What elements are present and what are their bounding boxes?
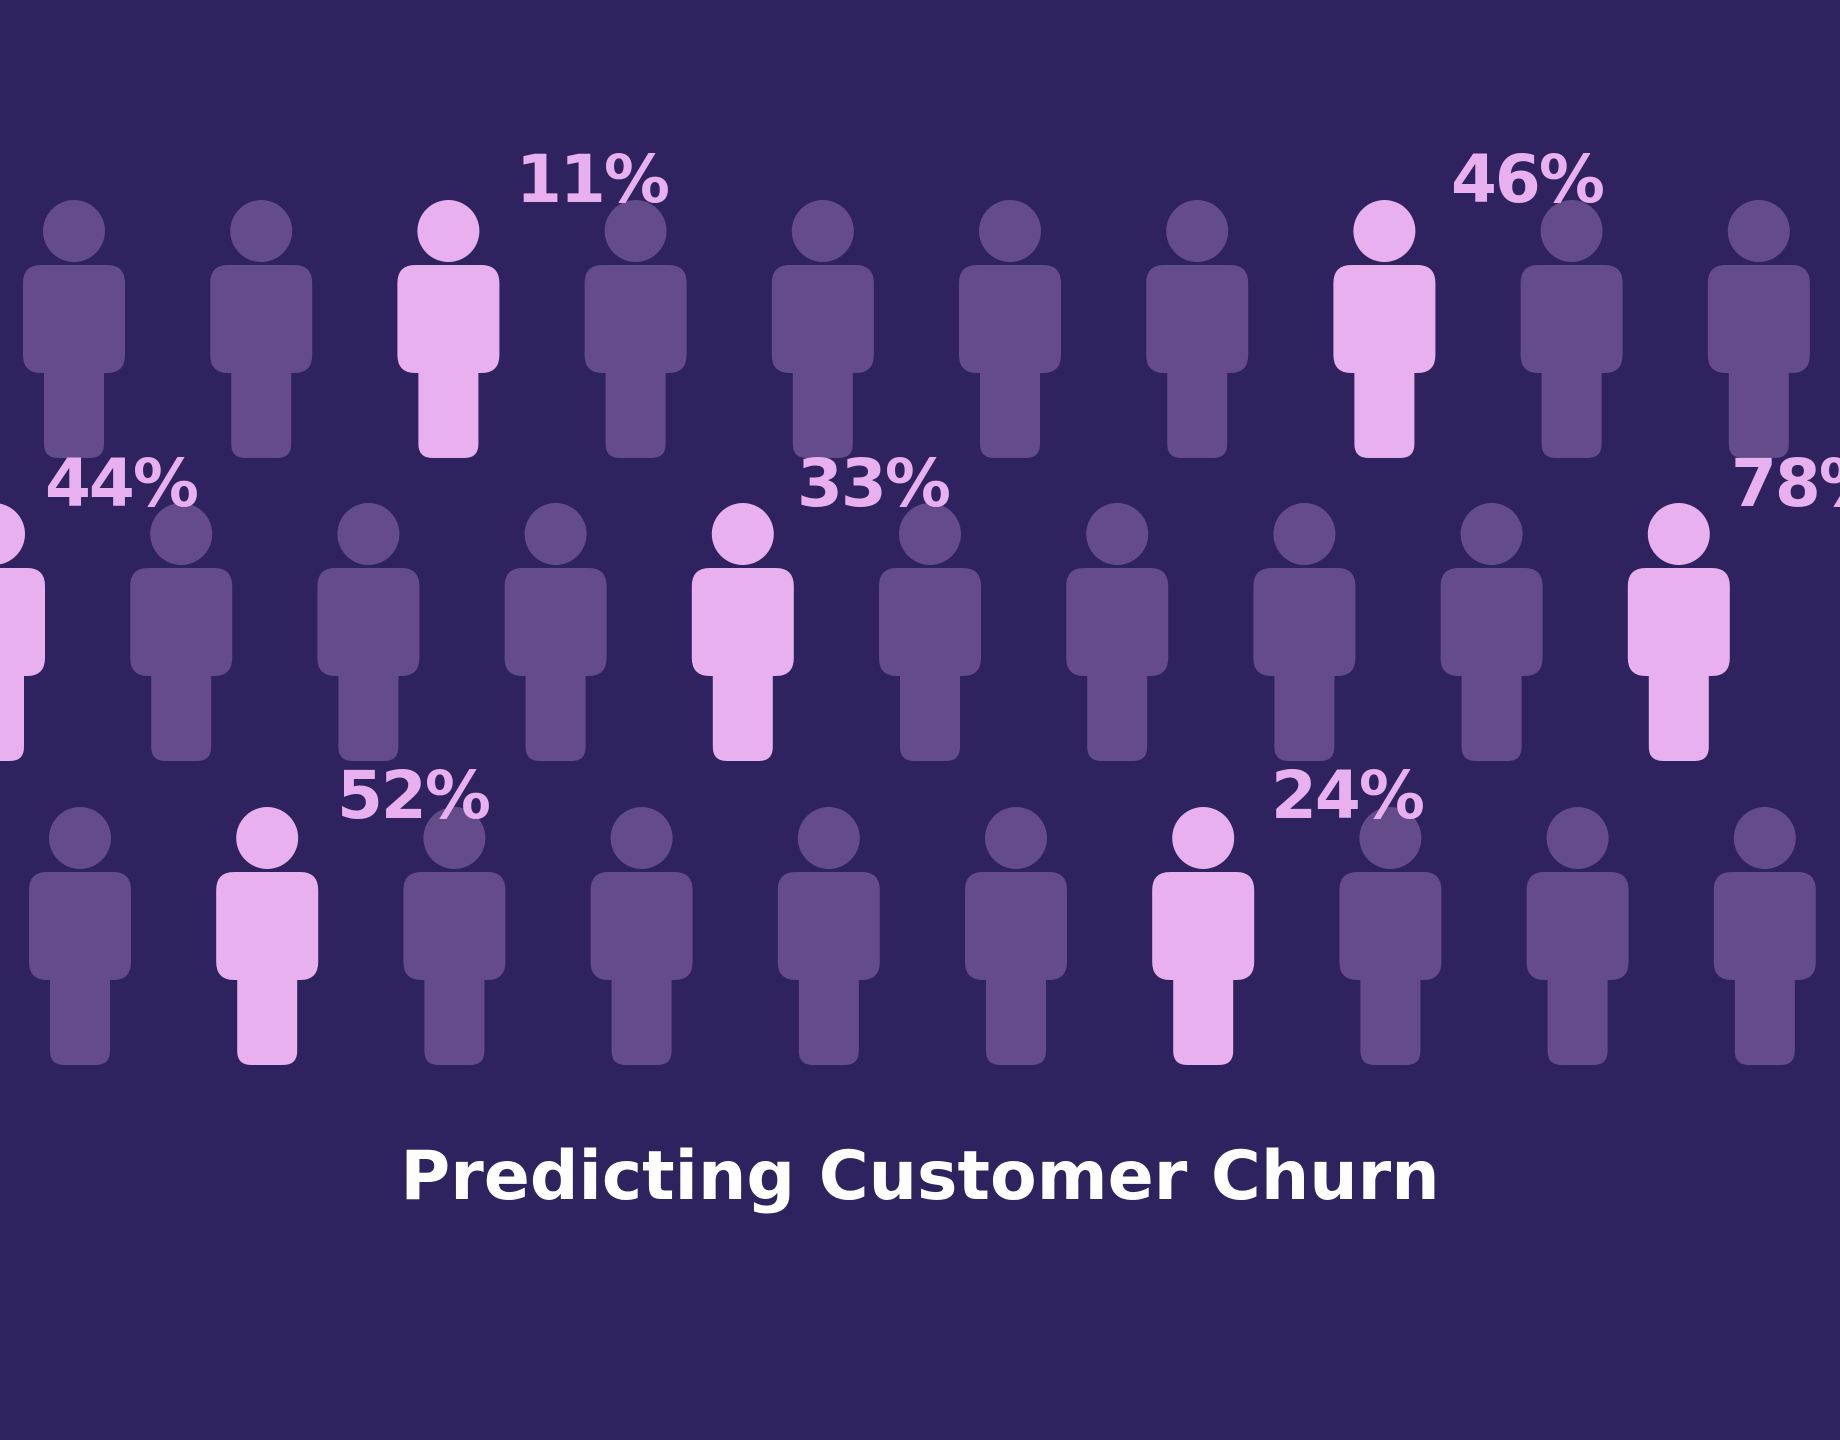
person-icon-highlighted [1333, 200, 1436, 458]
person-icon [317, 503, 420, 761]
percent-label-44: 44% [45, 445, 199, 522]
person-icon-highlighted [397, 200, 500, 458]
person-icon [1440, 503, 1543, 761]
person-icon [1520, 200, 1623, 458]
person-icon [1339, 807, 1442, 1065]
person-icon [959, 200, 1061, 458]
person-icon [777, 807, 880, 1065]
person-icon [1713, 807, 1816, 1065]
person-icon [130, 503, 233, 761]
percent-label-24: 24% [1271, 757, 1425, 834]
person-icon [403, 807, 506, 1065]
person-icon [879, 503, 981, 761]
person-icon [1146, 200, 1249, 458]
percent-label-33: 33% [797, 445, 951, 522]
person-icon [1253, 503, 1356, 761]
page-title: Predicting Customer Churn [400, 1137, 1440, 1216]
person-icon [29, 807, 131, 1065]
percent-label-78: 78% [1731, 445, 1840, 522]
person-icon-highlighted [0, 503, 45, 761]
person-icon [965, 807, 1067, 1065]
percent-label-52: 52% [337, 757, 491, 834]
person-icon [1526, 807, 1629, 1065]
percent-label-11: 11% [516, 141, 670, 218]
person-icon [1066, 503, 1169, 761]
person-icon [1707, 200, 1810, 458]
person-icon [210, 200, 313, 458]
person-icon [504, 503, 607, 761]
person-icon [23, 200, 125, 458]
person-icon-highlighted [216, 807, 319, 1065]
person-icon-highlighted [1627, 503, 1730, 761]
person-icon [584, 200, 687, 458]
person-icon-highlighted [1152, 807, 1255, 1065]
person-icon-highlighted [691, 503, 794, 761]
percent-label-46: 46% [1451, 141, 1605, 218]
person-icon [771, 200, 874, 458]
person-icon [590, 807, 693, 1065]
